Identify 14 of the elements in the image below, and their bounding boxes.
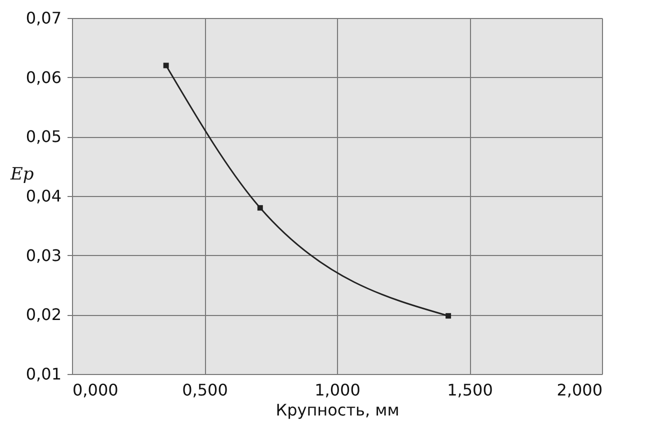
y-tick-label: 0,07	[26, 8, 62, 28]
x-tick-label: 0,000	[72, 380, 118, 400]
y-tick-label: 0,01	[26, 364, 62, 384]
x-tick-label: 1,000	[314, 380, 360, 400]
x-tick-label: 2,000	[556, 380, 602, 400]
y-tick-label: 0,04	[26, 186, 62, 206]
y-tick-label: 0,03	[26, 246, 62, 265]
y-axis-title: Ep	[10, 164, 34, 184]
x-tick-label: 0,500	[182, 380, 228, 400]
y-tick-label: 0,06	[26, 68, 62, 87]
y-tick-label: 0,02	[26, 305, 62, 324]
y-tick-label: 0,05	[26, 127, 62, 146]
x-axis-title: Крупность, мм	[276, 400, 400, 420]
x-tick-label: 1,500	[447, 380, 493, 400]
